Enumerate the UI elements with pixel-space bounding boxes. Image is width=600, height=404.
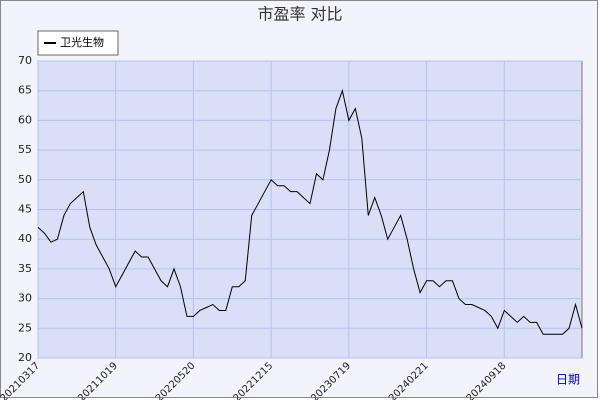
legend-label: 卫光生物 bbox=[60, 35, 104, 49]
y-tick-label: 30 bbox=[18, 292, 32, 305]
y-tick-label: 45 bbox=[18, 203, 32, 216]
y-tick-label: 20 bbox=[18, 351, 32, 364]
y-tick-label: 25 bbox=[18, 321, 32, 334]
x-axis-label: 日期 bbox=[556, 373, 580, 387]
y-tick-label: 60 bbox=[18, 113, 32, 126]
y-tick-label: 55 bbox=[18, 143, 32, 156]
y-tick-label: 35 bbox=[18, 262, 32, 275]
y-tick-label: 40 bbox=[18, 232, 32, 245]
y-tick-label: 70 bbox=[18, 54, 32, 67]
chart-title: 市盈率 对比 bbox=[257, 5, 342, 24]
y-tick-label: 50 bbox=[18, 173, 32, 186]
line bbox=[37, 88, 583, 335]
y-tick-label: 65 bbox=[18, 84, 32, 97]
